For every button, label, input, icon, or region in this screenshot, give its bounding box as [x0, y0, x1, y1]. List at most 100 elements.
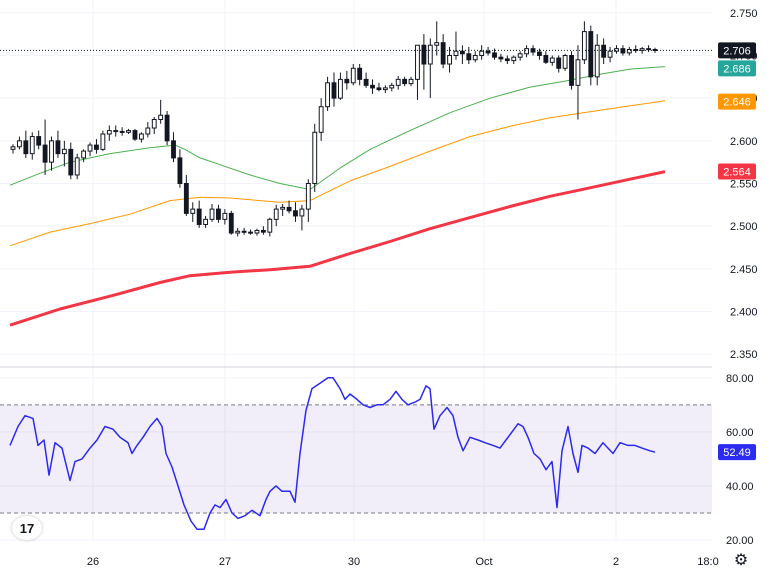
candle-body-up	[145, 127, 151, 135]
price-tag-label: 2.646	[723, 97, 751, 109]
candle	[479, 45, 485, 60]
candle-body-down	[569, 54, 574, 86]
candle-body-up	[10, 146, 16, 150]
candle-body-down	[241, 230, 247, 233]
candle-body-down	[68, 148, 74, 176]
rsi-axis[interactable]: 80.00 60.00 40.00 20.00	[726, 373, 754, 547]
candle-body-down	[94, 144, 99, 150]
candle	[626, 46, 632, 56]
grid-lines	[0, 0, 712, 541]
candle-body-down	[164, 114, 170, 142]
candle-body-up	[254, 229, 260, 234]
candle	[203, 215, 209, 228]
price-tag-label: 2.564	[723, 167, 751, 179]
candle-body-up	[479, 50, 485, 56]
candle-body-down	[370, 84, 375, 89]
candle-body-down	[286, 206, 292, 212]
candle	[472, 51, 478, 63]
price-tick-label: 2.350	[730, 349, 758, 361]
candle	[588, 25, 594, 86]
candle-body-up	[81, 150, 87, 159]
candle	[453, 31, 459, 60]
candle-body-down	[363, 78, 369, 86]
candle	[267, 217, 273, 237]
candle-body-down	[183, 183, 189, 214]
candle-body-down	[357, 67, 363, 80]
candle	[594, 34, 600, 86]
candle-body-up	[607, 50, 613, 58]
price-tags: 2.706 2.686 2.646 2.564 52.49	[718, 42, 756, 461]
candle-body-down	[55, 140, 61, 155]
price-tick-label: 2.500	[730, 221, 758, 233]
time-tick-label: Oct	[475, 556, 492, 568]
candle	[581, 21, 587, 65]
tradingview-logo[interactable]: 17	[12, 516, 42, 540]
rsi-value-tag: 52.49	[718, 444, 756, 461]
candle	[485, 46, 491, 56]
candle-body-up	[87, 144, 93, 152]
candle-body-down	[646, 48, 652, 51]
candle	[293, 202, 298, 222]
candle-body-down	[177, 157, 183, 185]
candle	[81, 149, 87, 163]
candle-body-down	[228, 212, 234, 234]
candle-body-down	[42, 144, 48, 163]
candle	[331, 72, 337, 107]
candle	[216, 204, 221, 223]
candle-body-up	[337, 78, 343, 99]
candlestick-series	[10, 21, 658, 237]
candle-body-up	[203, 218, 209, 225]
candle-body-up	[158, 114, 164, 120]
candle	[248, 229, 253, 235]
time-axis[interactable]: 26 27 30 Oct 2 18:0	[87, 556, 719, 568]
candle-body-down	[216, 208, 221, 220]
candle	[633, 45, 639, 53]
moving-average-line-3	[9, 170, 666, 327]
candle-body-up	[395, 78, 401, 86]
candle-body-up	[382, 87, 388, 91]
candle-body-up	[415, 44, 420, 80]
candle-body-up	[305, 183, 311, 210]
candle-body-down	[485, 50, 491, 54]
candle-body-down	[492, 52, 497, 58]
candle-body-down	[293, 210, 298, 217]
settings-gear-icon[interactable]: ⚙	[733, 552, 749, 569]
candle	[29, 132, 35, 160]
price-tag-box	[718, 42, 756, 59]
candle	[492, 48, 497, 60]
candle	[447, 46, 452, 73]
candle	[222, 209, 228, 225]
candle-body-down	[556, 57, 562, 69]
candle	[498, 53, 504, 63]
candle-body-down	[633, 49, 639, 52]
candle	[318, 98, 324, 141]
candle-body-up	[49, 140, 54, 163]
price-tag-label: 2.686	[723, 63, 751, 75]
candle-body-down	[402, 78, 408, 85]
candle	[466, 46, 472, 65]
candle	[382, 85, 388, 94]
candle	[42, 119, 48, 175]
candle	[434, 21, 440, 56]
candle-body-down	[196, 208, 202, 225]
candle-body-up	[16, 140, 22, 148]
candle-body-down	[421, 44, 427, 65]
candle	[344, 70, 350, 90]
candle-body-up	[447, 54, 452, 65]
candle	[440, 34, 446, 69]
candle	[562, 53, 568, 71]
candle	[280, 203, 286, 216]
moving-average-line-2	[9, 100, 666, 247]
candle	[228, 210, 234, 235]
candle	[575, 45, 581, 120]
candle	[16, 136, 22, 150]
candle-body-up	[138, 133, 144, 140]
candle	[357, 64, 363, 86]
candle-body-up	[511, 56, 517, 62]
candle	[10, 144, 16, 154]
candle	[241, 227, 247, 235]
candle	[260, 226, 266, 235]
moving-average-line-1	[9, 66, 666, 190]
candle-body-up	[594, 44, 600, 78]
price-tag-box	[718, 60, 756, 77]
